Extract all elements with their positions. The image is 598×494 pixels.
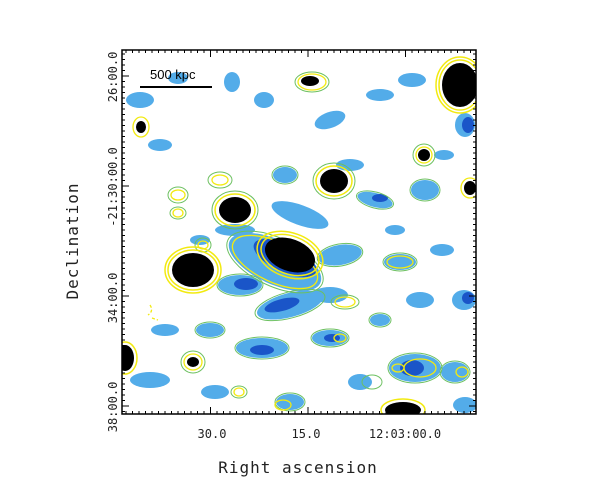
- x-tick-labels: 30.0 15.0 12:03:00.0: [198, 427, 442, 441]
- y-axis-label: Declination: [63, 183, 82, 300]
- plot-frame: [121, 49, 477, 415]
- x-axis-label: Right ascension: [218, 458, 378, 477]
- map-image: [122, 50, 476, 414]
- scale-bar-label: 500 kpc: [150, 67, 196, 82]
- x-tick-label: 30.0: [198, 427, 227, 441]
- y-tick-labels: 26:00.0 -21:30:00.0 34:00.0 38:00.0: [106, 52, 120, 433]
- y-tick-label: -21:30:00.0: [106, 147, 120, 226]
- scale-bar: 500 kpc: [140, 67, 212, 88]
- x-tick-label: 15.0: [292, 427, 321, 441]
- y-tick-label: 38:00.0: [106, 382, 120, 433]
- x-tick-label: 12:03:00.0: [369, 427, 441, 441]
- y-tick-label: 26:00.0: [106, 52, 120, 103]
- y-tick-label: 34:00.0: [106, 273, 120, 324]
